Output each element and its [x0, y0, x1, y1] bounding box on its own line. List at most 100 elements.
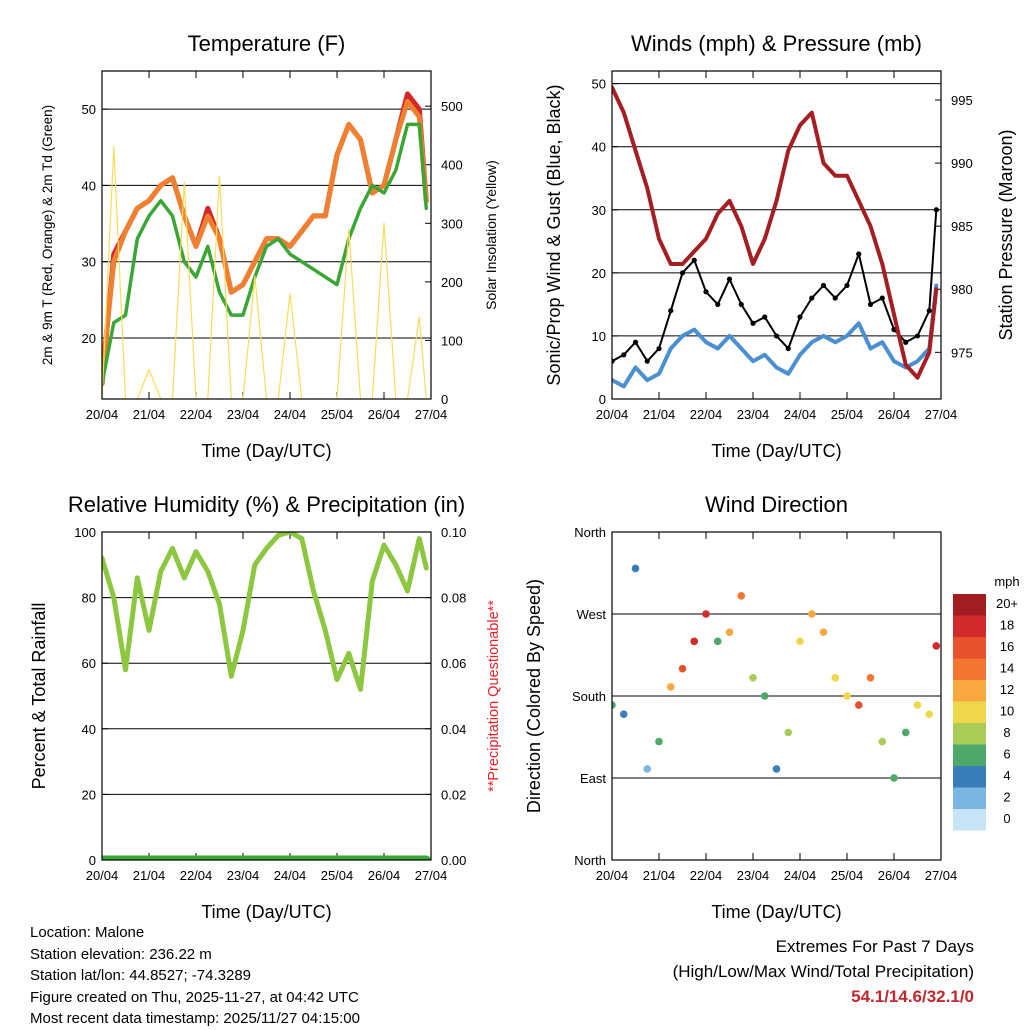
x-tick-label: 25/04 [321, 868, 354, 883]
x-tick-label: 27/04 [925, 407, 958, 422]
y2-tick-label: 200 [441, 275, 463, 290]
direction-point [854, 701, 863, 709]
gust-point [933, 207, 939, 213]
y-tick-label: 10 [592, 329, 606, 344]
y-tick-label: 80 [82, 591, 96, 606]
gust-point [726, 276, 733, 282]
gust-point [926, 308, 932, 314]
x-tick-label: 24/04 [784, 868, 817, 883]
plot-frame [101, 70, 432, 400]
speed-legend: mph 20+ 18 16 14 12 10 8 6 4 2 0 [953, 574, 1020, 831]
legend-label: 16 [1000, 639, 1014, 654]
recent-text: Most recent data timestamp: 2025/11/27 0… [30, 1010, 360, 1027]
x-tick-label: 20/04 [596, 407, 629, 422]
gust-point [691, 257, 697, 263]
direction-point [831, 673, 840, 682]
direction-point [784, 728, 793, 737]
legend-label: 14 [1000, 661, 1014, 676]
series-line-rh [102, 532, 429, 692]
created-text: Figure created on Thu, 2025-11-27, at 04… [30, 988, 359, 1006]
y2-axis-label: **Precipitation Questionable** [486, 600, 502, 792]
gust-point [856, 251, 862, 257]
direction-point [760, 692, 769, 700]
direction-point [702, 610, 710, 618]
direction-point [796, 637, 804, 646]
x-tick-label: 24/04 [784, 407, 817, 422]
direction-point [913, 701, 922, 709]
plot-frame [101, 531, 432, 861]
legend-label: 20+ [996, 596, 1018, 611]
legend-swatch [953, 594, 986, 616]
gust-point [844, 282, 850, 289]
y-tick-label: 60 [82, 656, 96, 671]
y-tick-label: 20 [82, 787, 96, 802]
series-line-2m-td [102, 122, 429, 386]
y-tick-label: 20 [82, 331, 96, 346]
legend-swatch [953, 787, 986, 809]
y2-tick-label: 300 [441, 216, 463, 231]
y2-tick-label: 0.08 [441, 591, 466, 606]
direction-point [843, 692, 851, 700]
gust-point [785, 345, 791, 352]
direction-point [772, 765, 781, 773]
gust-point [679, 270, 686, 276]
y-tick-label: North [574, 853, 606, 868]
location-text: Location: Malone [30, 924, 145, 941]
y-tick-label: 30 [82, 255, 96, 270]
y-tick-label: 40 [592, 140, 606, 155]
x-tick-label: 24/04 [274, 868, 307, 883]
series-line-solar-insolation [102, 146, 427, 399]
direction-point [807, 610, 816, 618]
extremes-values: 54.1/14.6/32.1/0 [851, 987, 974, 1006]
x-tick-label: 23/04 [737, 407, 770, 422]
x-tick-label: 20/04 [86, 868, 119, 883]
extremes-title: Extremes For Past 7 Days [775, 937, 974, 956]
plot-area [612, 85, 939, 389]
x-tick-label: 26/04 [878, 868, 911, 883]
y-tick-label: 50 [82, 102, 96, 117]
panel-title: Temperature (F) [188, 31, 346, 56]
gust-point [750, 320, 756, 326]
gust-point [612, 358, 615, 364]
x-tick-label: 27/04 [415, 407, 448, 422]
x-tick-label: 25/04 [831, 407, 864, 422]
legend-label: 8 [1003, 725, 1010, 740]
y2-tick-label: 400 [441, 158, 463, 173]
direction-point [932, 642, 941, 650]
legend-swatch [953, 615, 986, 637]
y-tick-label: 40 [82, 178, 96, 193]
legend-title: mph [994, 574, 1019, 589]
direction-point [655, 737, 663, 746]
legend-swatch [953, 723, 986, 745]
direction-point [866, 673, 875, 682]
y-tick-label: 30 [592, 203, 606, 218]
x-tick-label: 21/04 [643, 407, 676, 422]
x-tick-label: 21/04 [643, 868, 676, 883]
y-axis-label: Sonic/Prop Wind & Gust (Blue, Black) [544, 84, 564, 385]
y2-tick-label: 100 [441, 333, 463, 348]
x-tick-label: 22/04 [180, 868, 213, 883]
gust-point [903, 339, 909, 345]
gust-point [832, 295, 838, 301]
panel-title: Relative Humidity (%) & Precipitation (i… [68, 492, 465, 517]
x-tick-label: 27/04 [925, 868, 958, 883]
direction-point [690, 637, 699, 646]
legend-swatch [953, 809, 986, 831]
direction-point [925, 710, 934, 719]
y-tick-label: West [577, 607, 607, 622]
elevation-text: Station elevation: 236.22 m [30, 945, 212, 963]
x-tick-label: 22/04 [690, 407, 723, 422]
y2-tick-label: 990 [951, 156, 973, 171]
plot-frame [611, 531, 942, 861]
gust-point [809, 295, 815, 301]
x-tick-label: 25/04 [831, 868, 864, 883]
legend-label: 12 [1000, 682, 1014, 697]
x-axis-label: Time (Day/UTC) [711, 441, 841, 461]
winds-pressure-panel: Winds (mph) & Pressure (mb) 0 10 20 30 40 50 97… [544, 31, 1016, 461]
x-axis-label: Time (Day/UTC) [711, 902, 841, 922]
y2-tick-label: 980 [951, 282, 973, 297]
gust-point [738, 301, 744, 307]
plot-area [102, 91, 429, 399]
y-tick-label: South [572, 689, 606, 704]
